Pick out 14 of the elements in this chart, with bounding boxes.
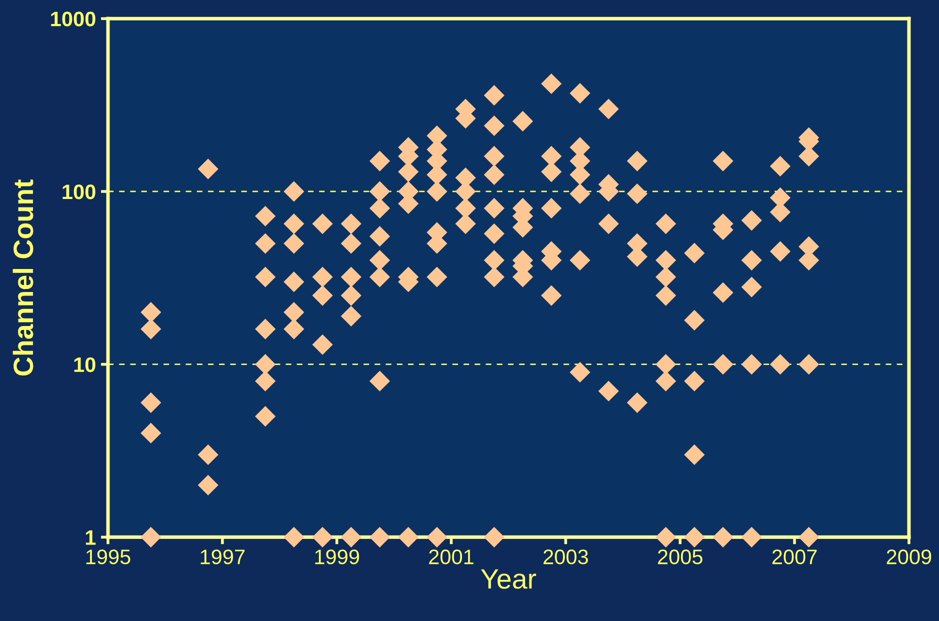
x-axis-title: Year: [481, 569, 536, 589]
y-tick-label: 1000: [51, 12, 96, 26]
x-tick-label: 1999: [315, 550, 360, 564]
x-tick-label: 2001: [429, 550, 474, 564]
y-tick-label: 100: [62, 184, 96, 200]
x-tick-label: 2005: [658, 550, 702, 564]
y-tick-label: 10: [74, 357, 96, 372]
x-tick-label: 1995: [86, 550, 130, 564]
y-axis-title: Channel Count: [12, 179, 34, 376]
x-tick-label: 2009: [886, 550, 932, 564]
x-tick-label: 2007: [772, 550, 817, 564]
y-tick-label: 1: [86, 530, 96, 545]
x-tick-label: 2003: [544, 550, 588, 564]
x-tick-label: 1997: [200, 550, 245, 564]
